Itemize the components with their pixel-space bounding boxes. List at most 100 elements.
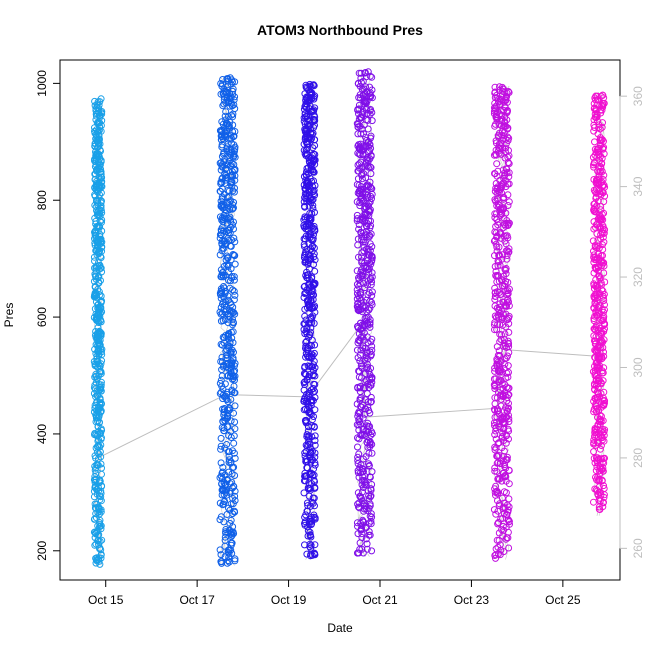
data-point: [218, 486, 226, 494]
data-point: [225, 122, 232, 130]
data-point: [590, 285, 598, 293]
data-point: [495, 120, 503, 128]
data-point: [98, 268, 106, 276]
data-point: [358, 111, 366, 119]
data-point: [590, 397, 598, 405]
data-point: [224, 161, 232, 169]
data-point: [307, 550, 315, 558]
data-point: [225, 158, 233, 165]
data-point: [493, 243, 501, 251]
data-point: [93, 461, 101, 469]
data-point: [231, 472, 239, 479]
data-point: [597, 431, 605, 439]
data-point: [231, 389, 239, 397]
data-point: [367, 431, 375, 439]
data-point: [228, 478, 236, 486]
data-point: [231, 252, 239, 260]
data-point: [309, 188, 317, 196]
data-point: [491, 382, 499, 389]
data-point: [591, 151, 599, 159]
data-point: [498, 380, 506, 388]
data-point: [505, 285, 513, 293]
data-point: [493, 278, 501, 286]
data-point: [358, 125, 366, 133]
data-point: [303, 120, 311, 128]
data-point: [220, 85, 228, 93]
data-point: [495, 451, 503, 459]
data-point: [94, 423, 102, 431]
data-point: [492, 545, 500, 553]
data-point: [357, 195, 365, 202]
data-point: [303, 286, 311, 294]
data-point: [301, 378, 309, 386]
data-point: [309, 447, 316, 455]
data-point: [500, 488, 508, 496]
data-point: [224, 262, 232, 270]
data-point: [223, 359, 231, 367]
data-point: [494, 257, 502, 265]
y-tick-label: 600: [35, 307, 49, 327]
data-point: [500, 447, 508, 455]
data-point: [601, 278, 609, 286]
data-point: [368, 73, 376, 81]
data-point: [363, 93, 371, 101]
data-point: [224, 86, 232, 94]
data-point: [224, 319, 232, 327]
data-point: [306, 532, 314, 540]
data-point: [491, 236, 499, 244]
data-point: [359, 214, 367, 222]
data-point: [360, 279, 368, 287]
data-point: [359, 455, 367, 463]
data-point: [597, 418, 605, 426]
data-point: [500, 425, 508, 433]
data-point: [300, 241, 308, 248]
data-point: [360, 431, 368, 438]
data-point: [225, 432, 233, 439]
data-point: [598, 106, 606, 114]
data-point: [495, 87, 503, 94]
data-point: [219, 102, 227, 110]
data-point: [590, 161, 597, 169]
data-point: [97, 497, 105, 505]
data-point: [92, 148, 99, 156]
data-point: [94, 317, 102, 325]
y2-tick-label: 300: [631, 357, 645, 377]
data-point: [360, 247, 368, 255]
data-point: [354, 460, 362, 468]
data-point: [502, 165, 510, 173]
data-point: [360, 130, 367, 138]
data-point: [93, 207, 100, 214]
data-point: [368, 449, 376, 457]
data-point: [494, 367, 502, 375]
data-point: [495, 133, 503, 141]
data-point: [493, 215, 501, 223]
data-point: [227, 373, 235, 381]
y2-tick-label: 260: [631, 538, 645, 558]
data-point: [230, 373, 238, 380]
data-point: [592, 322, 600, 329]
data-point: [501, 355, 509, 363]
data-point: [355, 450, 363, 458]
data-point: [353, 519, 361, 527]
data-point: [225, 558, 233, 566]
data-point: [303, 145, 311, 153]
data-point: [220, 362, 228, 369]
data-point: [224, 140, 232, 148]
data-point: [599, 259, 607, 267]
data-point: [310, 186, 318, 194]
data-point: [505, 544, 513, 552]
data-point: [364, 507, 372, 515]
data-point: [311, 121, 318, 129]
data-point: [366, 141, 374, 149]
data-point: [357, 130, 365, 138]
data-point: [358, 360, 366, 368]
data-point: [367, 393, 375, 401]
data-point: [362, 83, 370, 91]
data-point: [356, 145, 364, 153]
data-point: [303, 457, 311, 465]
data-point: [359, 238, 367, 246]
data-point: [301, 312, 309, 320]
data-point: [503, 116, 511, 124]
data-point: [353, 181, 361, 188]
data-point: [303, 103, 311, 111]
